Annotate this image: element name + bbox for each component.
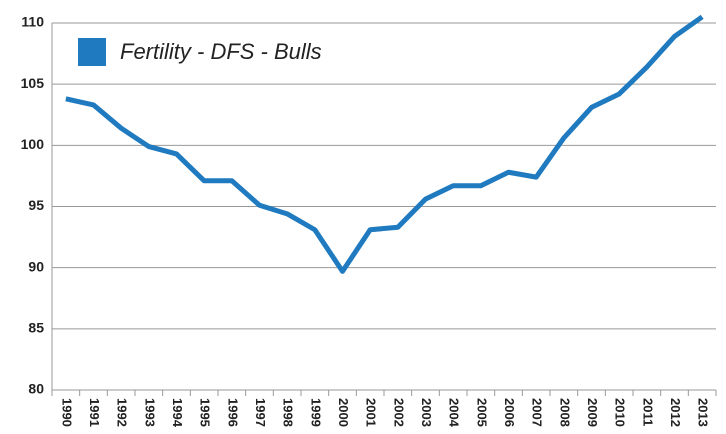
y-tick-label: 85 xyxy=(28,320,44,336)
x-tick-label: 1997 xyxy=(253,398,268,427)
data-line xyxy=(65,14,704,274)
x-tick-label: 2008 xyxy=(557,398,572,427)
y-tick-label: 100 xyxy=(21,136,45,152)
x-tick-label: 1992 xyxy=(115,398,130,427)
x-tick-label: 2003 xyxy=(419,398,434,427)
x-tick-label: 1999 xyxy=(308,398,323,427)
x-tick-label: 1996 xyxy=(225,398,240,427)
x-tick-label: 1995 xyxy=(198,398,213,427)
x-tick-label: 1998 xyxy=(281,398,296,427)
x-tick-label: 2010 xyxy=(613,398,628,427)
legend-swatch xyxy=(78,38,106,66)
x-tick-label: 2005 xyxy=(474,398,489,427)
x-tick-label: 2001 xyxy=(364,398,379,427)
x-tick-label: 1994 xyxy=(170,398,185,428)
x-tick-label: 1993 xyxy=(142,398,157,427)
x-tick-label: 2006 xyxy=(502,398,517,427)
y-tick-label: 95 xyxy=(28,197,44,213)
x-tick-label: 2009 xyxy=(585,398,600,427)
x-tick-label: 2013 xyxy=(696,398,711,427)
x-tick-label: 2011 xyxy=(640,398,655,426)
y-tick-label: 105 xyxy=(21,75,45,91)
y-tick-label: 110 xyxy=(21,14,44,30)
x-tick-label: 2012 xyxy=(668,398,683,427)
x-tick-label: 2002 xyxy=(391,398,406,427)
x-tick-label: 1990 xyxy=(59,398,74,427)
x-tick-label: 1991 xyxy=(87,398,102,427)
y-tick-label: 80 xyxy=(28,381,44,397)
y-tick-label: 90 xyxy=(28,258,44,274)
x-tick-label: 2007 xyxy=(530,398,545,427)
x-tick-label: 2004 xyxy=(447,398,462,428)
x-tick-label: 2000 xyxy=(336,398,351,427)
legend-label: Fertility - DFS - Bulls xyxy=(120,39,322,64)
